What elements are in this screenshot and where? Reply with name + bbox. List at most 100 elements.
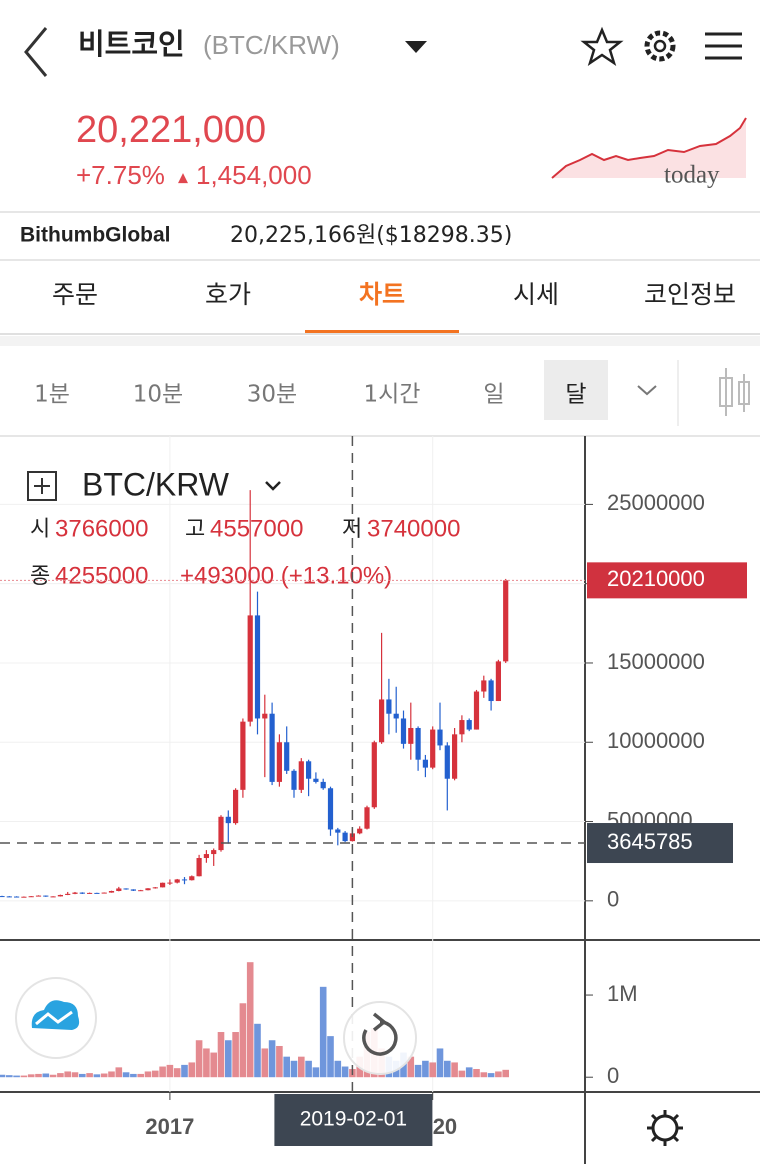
candle-body: [473, 691, 480, 730]
spacer: [0, 336, 760, 346]
candle-body: [225, 816, 231, 824]
back-button[interactable]: [24, 27, 48, 77]
volume-bar: [35, 1073, 42, 1078]
volume-bar: [152, 1070, 159, 1078]
volume-bar: [319, 986, 327, 1078]
candle-body: [138, 890, 144, 892]
candle-body: [203, 854, 209, 859]
candle-body: [72, 892, 78, 894]
candle-body: [342, 832, 348, 842]
candle-body: [422, 759, 428, 768]
candle-body: [174, 879, 180, 883]
candle-body: [320, 781, 326, 789]
interval[interactable]: 10분: [133, 382, 183, 408]
candle-body: [152, 887, 158, 889]
candle-body: [65, 893, 71, 895]
candle-body: [94, 892, 100, 894]
volume-bar: [0, 1074, 6, 1078]
tab[interactable]: 시세: [513, 280, 559, 309]
candle-body: [466, 720, 472, 730]
volume-bar: [49, 1074, 57, 1078]
crosshair-x-badge: [274, 1094, 433, 1146]
info-label: 종: [30, 564, 50, 589]
candle-body: [247, 615, 253, 722]
menu-icon[interactable]: [705, 32, 742, 60]
candle-body: [0, 896, 5, 898]
volume-bar: [261, 1048, 269, 1078]
volume-bar: [225, 1040, 232, 1078]
tab[interactable]: 차트: [359, 280, 405, 309]
volume-bar: [276, 1045, 283, 1078]
volume-bar: [246, 962, 254, 1078]
volume-bar: [436, 1048, 444, 1078]
change-percent: +7.75%: [76, 160, 165, 190]
candle-body: [130, 889, 136, 891]
interval-dropdown[interactable]: [637, 385, 657, 396]
tab[interactable]: 호가: [205, 280, 251, 309]
chart-title-dropdown[interactable]: [265, 481, 281, 491]
candle-body: [57, 894, 63, 897]
chart-type-icon[interactable]: [719, 368, 750, 416]
volume-bar: [254, 1023, 261, 1078]
info-value: 4255000: [55, 562, 148, 589]
interval[interactable]: 1분: [34, 382, 70, 408]
interval[interactable]: 1시간: [364, 382, 421, 408]
tab[interactable]: 주문: [52, 280, 98, 309]
volume-bar: [480, 1072, 488, 1078]
interval[interactable]: 달: [565, 382, 586, 408]
candle-body: [160, 882, 166, 888]
tab[interactable]: 코인정보: [644, 280, 736, 309]
candle-body: [123, 888, 129, 890]
volume-bar: [195, 1040, 203, 1078]
candle-body: [50, 896, 56, 898]
interval[interactable]: 일: [483, 382, 504, 408]
interval[interactable]: 30분: [247, 382, 297, 408]
volume-bar: [181, 1064, 188, 1078]
candle-body: [298, 761, 304, 790]
chart-title: BTC/KRW: [82, 466, 230, 502]
last-price-label: 20210000: [607, 566, 705, 591]
current-price: 20,221,000: [76, 109, 266, 151]
volume-bar: [115, 1067, 123, 1078]
last-price-badge: [587, 562, 747, 599]
volume-bar: [20, 1075, 28, 1078]
volume-bar: [487, 1073, 495, 1078]
candle-body: [189, 876, 195, 881]
volume-tick-label: 0: [607, 1063, 619, 1088]
candle-body: [240, 721, 246, 790]
volume-bar: [42, 1073, 50, 1078]
volume-bar: [57, 1073, 64, 1078]
candle-body: [386, 699, 392, 714]
candle-body: [291, 770, 297, 790]
candle-body: [21, 896, 27, 898]
volume-bar: [414, 1064, 422, 1078]
candle-body: [269, 713, 275, 782]
volume-bar: [495, 1071, 502, 1078]
candle-body: [349, 833, 355, 842]
indicator-button[interactable]: [15, 977, 97, 1059]
volume-bar: [100, 1073, 108, 1078]
volume-bar: [13, 1075, 20, 1078]
candle-body: [408, 727, 414, 744]
candle-body: [452, 734, 458, 779]
volume-bar: [188, 1062, 196, 1078]
volume-bar: [173, 1068, 181, 1078]
volume-tick-label: 1M: [607, 981, 638, 1006]
volume-bar: [283, 1056, 290, 1078]
dropdown[interactable]: [405, 41, 427, 53]
settings-icon[interactable]: [644, 30, 676, 62]
volume-bar: [239, 1003, 247, 1078]
volume-bar: [268, 1040, 276, 1078]
chart-add-icon[interactable]: [27, 471, 57, 501]
reset-button[interactable]: [343, 1001, 417, 1075]
volume-bar: [444, 1060, 451, 1078]
candle-body: [108, 891, 115, 893]
settings-button[interactable]: [647, 1110, 683, 1146]
y-tick-label: 0: [607, 887, 619, 912]
info-change: +493000 (+13.10%): [180, 562, 392, 589]
volume-bar: [305, 1060, 312, 1078]
favorite-icon[interactable]: [580, 26, 624, 66]
volume-bar: [429, 1062, 436, 1078]
info-value: 3740000: [367, 515, 460, 542]
